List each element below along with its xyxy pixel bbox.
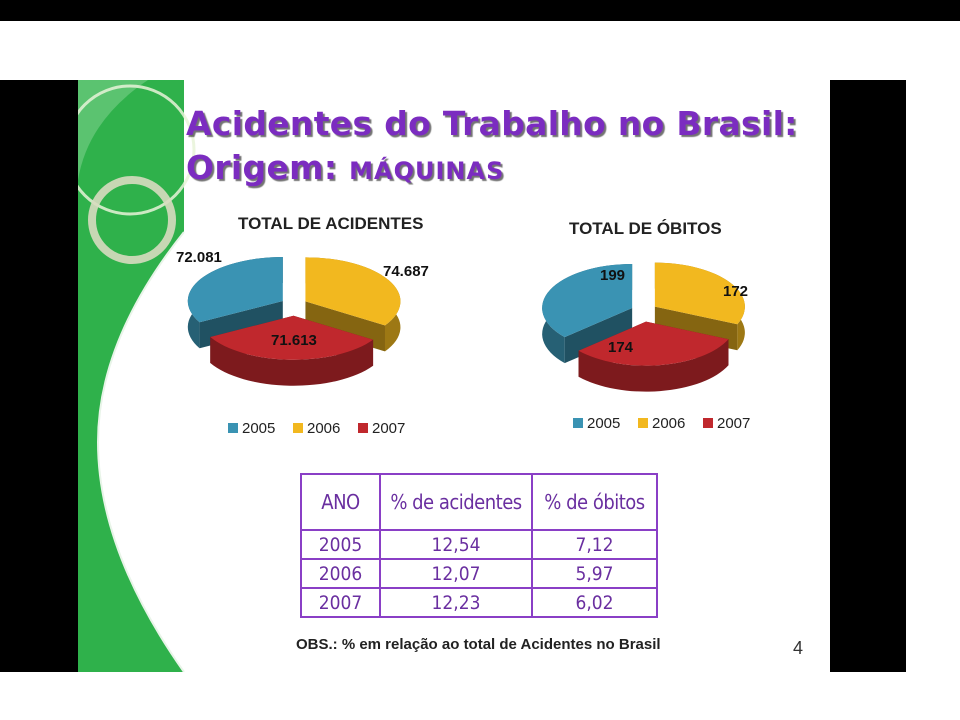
cell-acidentes: 12,07	[379, 558, 533, 589]
chart-title-acidentes: TOTAL DE ACIDENTES	[238, 214, 424, 233]
cell-acidentes: 12,54	[379, 529, 533, 560]
cell-ano: 2006	[300, 558, 381, 589]
cell-acidentes: 12,23	[379, 587, 533, 618]
legend-label-2005: 2005	[242, 420, 275, 437]
left-letterbox	[0, 80, 78, 672]
cell-ano: 2005	[300, 529, 381, 560]
legend-label-2006: 2006	[307, 420, 340, 437]
legend-swatch-2006	[638, 418, 648, 428]
pie-slice-2005	[542, 263, 633, 364]
legend-swatch-2006	[293, 423, 303, 433]
deco-circle-large	[78, 84, 196, 216]
legend: 2005 2006 2007	[573, 415, 750, 432]
table-row: 2007 12,23 6,02	[300, 587, 658, 618]
col-header-obitos: % de óbitos	[531, 473, 658, 531]
col-header-acidentes: % de acidentes	[379, 473, 533, 531]
table-row: 2005 12,54 7,12	[300, 529, 658, 560]
table-row: 2006 12,07 5,97	[300, 558, 658, 589]
pie-slice-2007	[210, 315, 374, 386]
legend-label-2007: 2007	[717, 415, 750, 432]
cell-obitos: 6,02	[531, 587, 658, 618]
slide-title: Acidentes do Trabalho no Brasil: Origem:…	[186, 102, 798, 193]
cell-obitos: 5,97	[531, 558, 658, 589]
legend-label-2006: 2006	[652, 415, 685, 432]
title-line2-prefix: Origem:	[186, 148, 350, 187]
deco-ring	[88, 176, 176, 264]
cell-obitos: 7,12	[531, 529, 658, 560]
data-label-2007: 174	[608, 339, 634, 356]
legend-label-2005: 2005	[587, 415, 620, 432]
slide: Acidentes do Trabalho no Brasil: Origem:…	[78, 80, 830, 672]
data-label-2005: 72.081	[176, 249, 222, 266]
right-letterbox	[830, 80, 906, 672]
col-header-ano: ANO	[300, 473, 381, 531]
pie-slice-2007	[578, 321, 729, 392]
legend-swatch-2005	[228, 423, 238, 433]
cell-ano: 2007	[300, 587, 381, 618]
legend-swatch-2007	[358, 423, 368, 433]
top-black-bar	[0, 0, 960, 21]
legend: 2005 2006 2007	[228, 420, 405, 437]
data-label-2005: 199	[600, 267, 625, 284]
green-decoration	[78, 80, 196, 672]
legend-swatch-2007	[703, 418, 713, 428]
chart-title-obitos: TOTAL DE ÓBITOS	[569, 219, 722, 238]
percent-table: ANO % de acidentes % de óbitos 2005 12,5…	[300, 473, 658, 618]
legend-swatch-2005	[573, 418, 583, 428]
legend-label-2007: 2007	[372, 420, 405, 437]
footnote: OBS.: % em relação ao total de Acidentes…	[296, 636, 661, 653]
pie-0: 72.081 74.687 71.613 2005 2006 2007	[176, 249, 429, 437]
data-label-2006: 172	[723, 283, 748, 300]
title-line1: Acidentes do Trabalho no Brasil:	[186, 104, 798, 143]
pie-1: 199 172 174 2005 2006 2007	[542, 262, 750, 432]
data-label-2007: 71.613	[271, 332, 317, 349]
title-line2-suffix: MÁQUINAS	[349, 157, 505, 185]
page-number: 4	[793, 638, 804, 658]
table-header-row: ANO % de acidentes % de óbitos	[300, 473, 658, 531]
data-label-2006: 74.687	[383, 263, 429, 280]
pie-charts: 72.081 74.687 71.613 2005 2006 2007 199 172 174 2…	[176, 249, 750, 437]
